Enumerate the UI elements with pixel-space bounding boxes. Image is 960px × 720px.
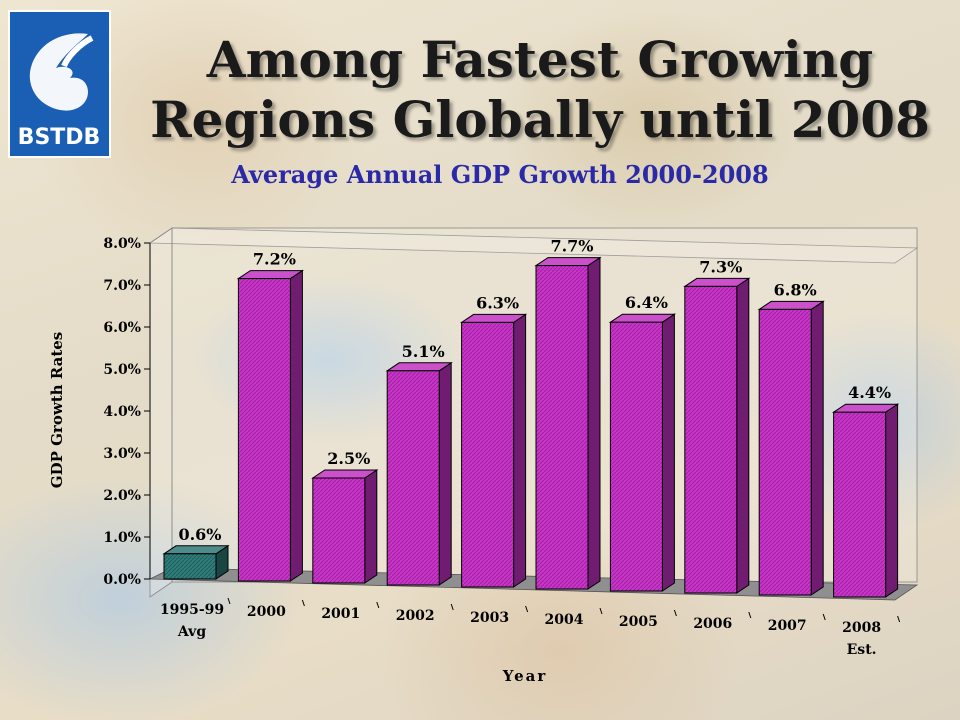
bars bbox=[162, 256, 900, 598]
bar bbox=[683, 277, 751, 594]
data-label: 4.4% bbox=[848, 383, 891, 402]
data-label: 6.4% bbox=[625, 293, 668, 312]
bar bbox=[385, 361, 453, 586]
x-tick-label: Avg bbox=[177, 624, 206, 640]
title-line-1: Among Fastest Growing bbox=[206, 30, 874, 89]
data-label: 7.3% bbox=[699, 257, 742, 276]
bar bbox=[459, 313, 528, 588]
bar bbox=[757, 300, 825, 596]
data-label: 6.3% bbox=[476, 293, 519, 312]
title-line-2: Regions Globally until 2008 bbox=[150, 90, 930, 149]
data-label: 7.2% bbox=[253, 250, 296, 269]
y-axis-title: GDP Growth Rates bbox=[48, 332, 66, 488]
x-tick bbox=[673, 609, 677, 617]
x-tick bbox=[525, 605, 529, 613]
logo-text: BSTDB bbox=[18, 125, 101, 150]
x-tick-label: 2006 bbox=[693, 616, 732, 632]
x-tick-label: Est. bbox=[847, 642, 877, 658]
bar bbox=[236, 269, 305, 582]
x-tick bbox=[748, 611, 752, 619]
x-tick bbox=[450, 603, 454, 611]
x-tick-label: 2005 bbox=[619, 614, 658, 630]
x-tick-label: 2008 bbox=[842, 620, 881, 636]
x-tick bbox=[599, 607, 603, 615]
bstdb-logo: BSTDB bbox=[8, 10, 111, 158]
x-tick-label: 2007 bbox=[768, 618, 807, 634]
y-tick-label: 0.0% bbox=[103, 572, 141, 588]
x-axis: 1995-99 Avg 2000 2001 2002 2003 2004 2005 2006 20… bbox=[160, 597, 901, 658]
bar bbox=[311, 469, 379, 584]
y-tick-label: 5.0% bbox=[103, 362, 141, 378]
x-tick-label: 2003 bbox=[470, 610, 509, 626]
data-label: 7.7% bbox=[550, 237, 593, 256]
x-tick bbox=[227, 597, 231, 605]
bar bbox=[534, 256, 602, 590]
x-tick-label: 2002 bbox=[396, 608, 435, 624]
data-label: 6.8% bbox=[774, 280, 817, 299]
x-tick-label: 2004 bbox=[545, 612, 584, 628]
slide-title: Among Fastest Growing Regions Globally u… bbox=[140, 30, 940, 150]
x-tick-label: 1995-99 bbox=[160, 602, 224, 618]
x-tick bbox=[822, 613, 826, 621]
x-tick-label: 2000 bbox=[247, 604, 286, 620]
data-labels: 0.6% 7.2% 2.5% 5.1% 6.3% 7.7% 6.4% 7.3% 6.8% 4.4% bbox=[178, 237, 891, 544]
bar bbox=[608, 313, 677, 592]
x-axis-title: Year bbox=[502, 667, 548, 685]
x-tick bbox=[301, 599, 305, 607]
y-tick-label: 1.0% bbox=[103, 530, 141, 546]
y-tick-label: 4.0% bbox=[103, 404, 141, 420]
y-axis: 0.0% 1.0% 2.0% 3.0% 4.0% 5.0% 6.0% 7.0% 8.0% bbox=[103, 236, 151, 588]
y-tick-label: 8.0% bbox=[103, 236, 141, 252]
data-label: 0.6% bbox=[178, 525, 221, 544]
chart-subtitle: Average Annual GDP Growth 2000-2008 bbox=[231, 160, 769, 189]
bar bbox=[162, 544, 230, 580]
x-tick-label: 2001 bbox=[321, 606, 360, 622]
y-tick-label: 6.0% bbox=[103, 320, 141, 336]
y-tick-label: 2.0% bbox=[103, 488, 141, 504]
y-tick-label: 3.0% bbox=[103, 446, 141, 462]
y-tick-label: 7.0% bbox=[103, 278, 141, 294]
data-label: 5.1% bbox=[402, 342, 445, 361]
data-label: 2.5% bbox=[327, 449, 370, 468]
x-tick bbox=[897, 615, 901, 623]
x-tick bbox=[376, 601, 380, 609]
bar bbox=[831, 403, 900, 598]
